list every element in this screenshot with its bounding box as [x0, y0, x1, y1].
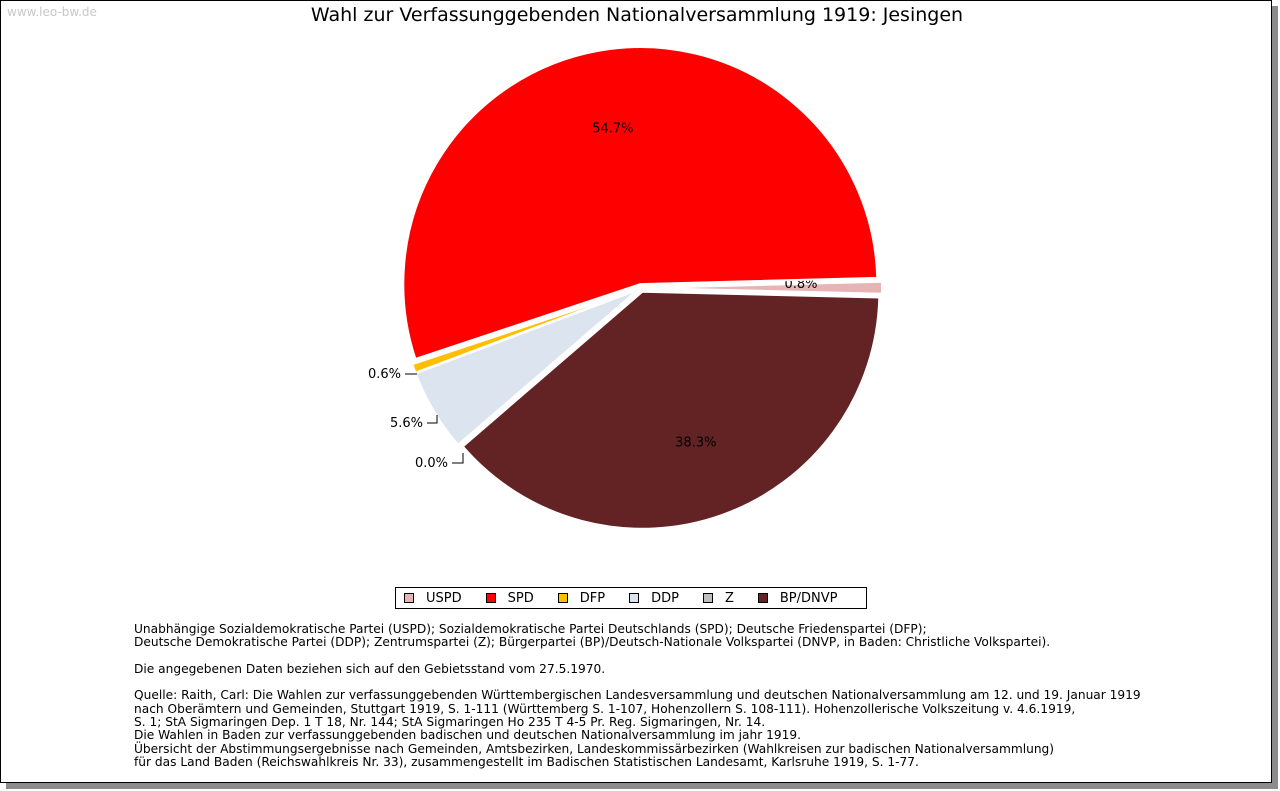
slice-label-spd: 54.7%: [592, 122, 633, 137]
legend-item-z: Z: [702, 590, 734, 606]
notes-line: Quelle: Raith, Carl: Die Wahlen zur verf…: [134, 688, 1141, 703]
leader-line-z: [452, 453, 464, 464]
pie-chart: 0.8%38.3%0.0%5.6%0.6%54.7%: [368, 46, 883, 530]
legend-label: USPD: [426, 590, 462, 606]
legend-swatch: [557, 593, 568, 603]
notes-line: für das Land Baden (Reichswahlkreis Nr. …: [134, 754, 919, 769]
legend: USPD SPD DFP DDP Z BP/DNVP: [395, 587, 867, 609]
slice-label-bp-dnvp: 38.3%: [675, 435, 716, 450]
slice-label-dfp: 0.6%: [368, 367, 401, 382]
notes-line: S. 1; StA Sigmaringen Dep. 1 T 18, Nr. 1…: [134, 715, 766, 730]
notes-line: Deutsche Demokratische Partei (DDP); Zen…: [134, 635, 1051, 650]
legend-label: SPD: [507, 590, 534, 606]
watermark: www.leo-bw.de: [7, 5, 97, 19]
legend-swatch: [485, 593, 496, 603]
pie-slice-bp-dnvp: [461, 290, 881, 530]
legend-item-ddp: DDP: [629, 591, 679, 606]
chart-title: Wahl zur Verfassunggebenden Nationalvers…: [310, 4, 964, 26]
legend-label: DDP: [651, 590, 679, 606]
notes-spacer: [134, 650, 1234, 663]
pie-slice-uspd: [644, 280, 883, 295]
legend-swatch: [702, 593, 713, 603]
notes-line: Unabhängige Sozialdemokratische Partei (…: [134, 622, 927, 636]
legend-item-spd: SPD: [485, 590, 534, 606]
notes-spacer: [134, 676, 1234, 689]
slice-label-ddp: 5.6%: [390, 416, 423, 431]
legend-item-dfp: DFP: [557, 590, 606, 606]
legend-swatch: [629, 593, 640, 603]
legend-swatch: [404, 593, 414, 603]
slice-label-z: 0.0%: [415, 456, 448, 471]
pie-slice-spd: [402, 46, 879, 361]
leader-line-ddp: [427, 415, 438, 424]
pie-slice-dfp: [411, 288, 638, 374]
notes: Unabhängige Sozialdemokratische Partei (…: [134, 622, 1234, 769]
notes-line: Die Wahlen in Baden zur verfassunggebend…: [134, 728, 801, 743]
legend-label: Z: [724, 590, 734, 606]
notes-line: nach Oberämtern und Gemeinden, Stuttgart…: [134, 701, 1076, 716]
notes-line: Die angegebenen Daten beziehen sich auf …: [134, 661, 606, 676]
legend-item-uspd: USPD: [404, 591, 462, 606]
legend-item-bp-dnvp: BP/DNVP: [757, 590, 838, 606]
notes-line: Übersicht der Abstimmungsergebnisse nach…: [134, 741, 1055, 756]
legend-label: BP/DNVP: [779, 590, 838, 606]
legend-swatch: [757, 593, 768, 603]
legend-label: DFP: [579, 590, 606, 606]
